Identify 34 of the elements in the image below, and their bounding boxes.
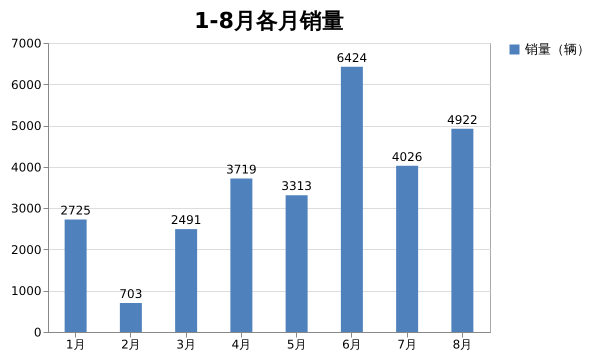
data-label: 2491 (170, 213, 202, 228)
y-tick-label: 7000 (10, 36, 42, 50)
bar (175, 229, 198, 332)
chart-title: 1-8月各月销量 (194, 9, 344, 34)
x-tick-label: 5月 (286, 338, 306, 352)
data-label: 4026 (392, 150, 422, 164)
data-label: 4922 (447, 112, 478, 127)
x-tick-label: 6月 (342, 338, 362, 352)
bar (286, 195, 308, 332)
y-tick-label: 4000 (10, 160, 42, 174)
data-label: 6424 (336, 50, 368, 65)
y-tick-label: 6000 (10, 78, 42, 92)
data-label: 3719 (226, 162, 257, 176)
x-tick-label: 3月 (176, 338, 196, 352)
x-tick-label: 2月 (121, 338, 141, 352)
bar (230, 178, 252, 332)
y-tick-label: 2000 (10, 242, 42, 257)
x-tick-label: 8月 (452, 338, 472, 352)
legend-label: 销量（辆） (524, 42, 590, 58)
y-tick-label: 5000 (10, 119, 42, 134)
x-tick-label: 4月 (232, 338, 252, 352)
data-label: 703 (119, 286, 142, 301)
y-tick-label: 3000 (10, 202, 42, 216)
bar (451, 128, 474, 332)
x-tick-label: 7月 (397, 338, 417, 352)
x-tick-label: 1月 (66, 338, 86, 352)
bar (396, 166, 418, 332)
data-label: 2725 (60, 203, 91, 218)
bar (64, 219, 87, 332)
bar (340, 66, 363, 332)
data-label: 3313 (281, 179, 312, 194)
y-tick-label: 0 (34, 326, 42, 340)
bar (120, 302, 142, 332)
y-tick-label: 1000 (10, 284, 42, 298)
